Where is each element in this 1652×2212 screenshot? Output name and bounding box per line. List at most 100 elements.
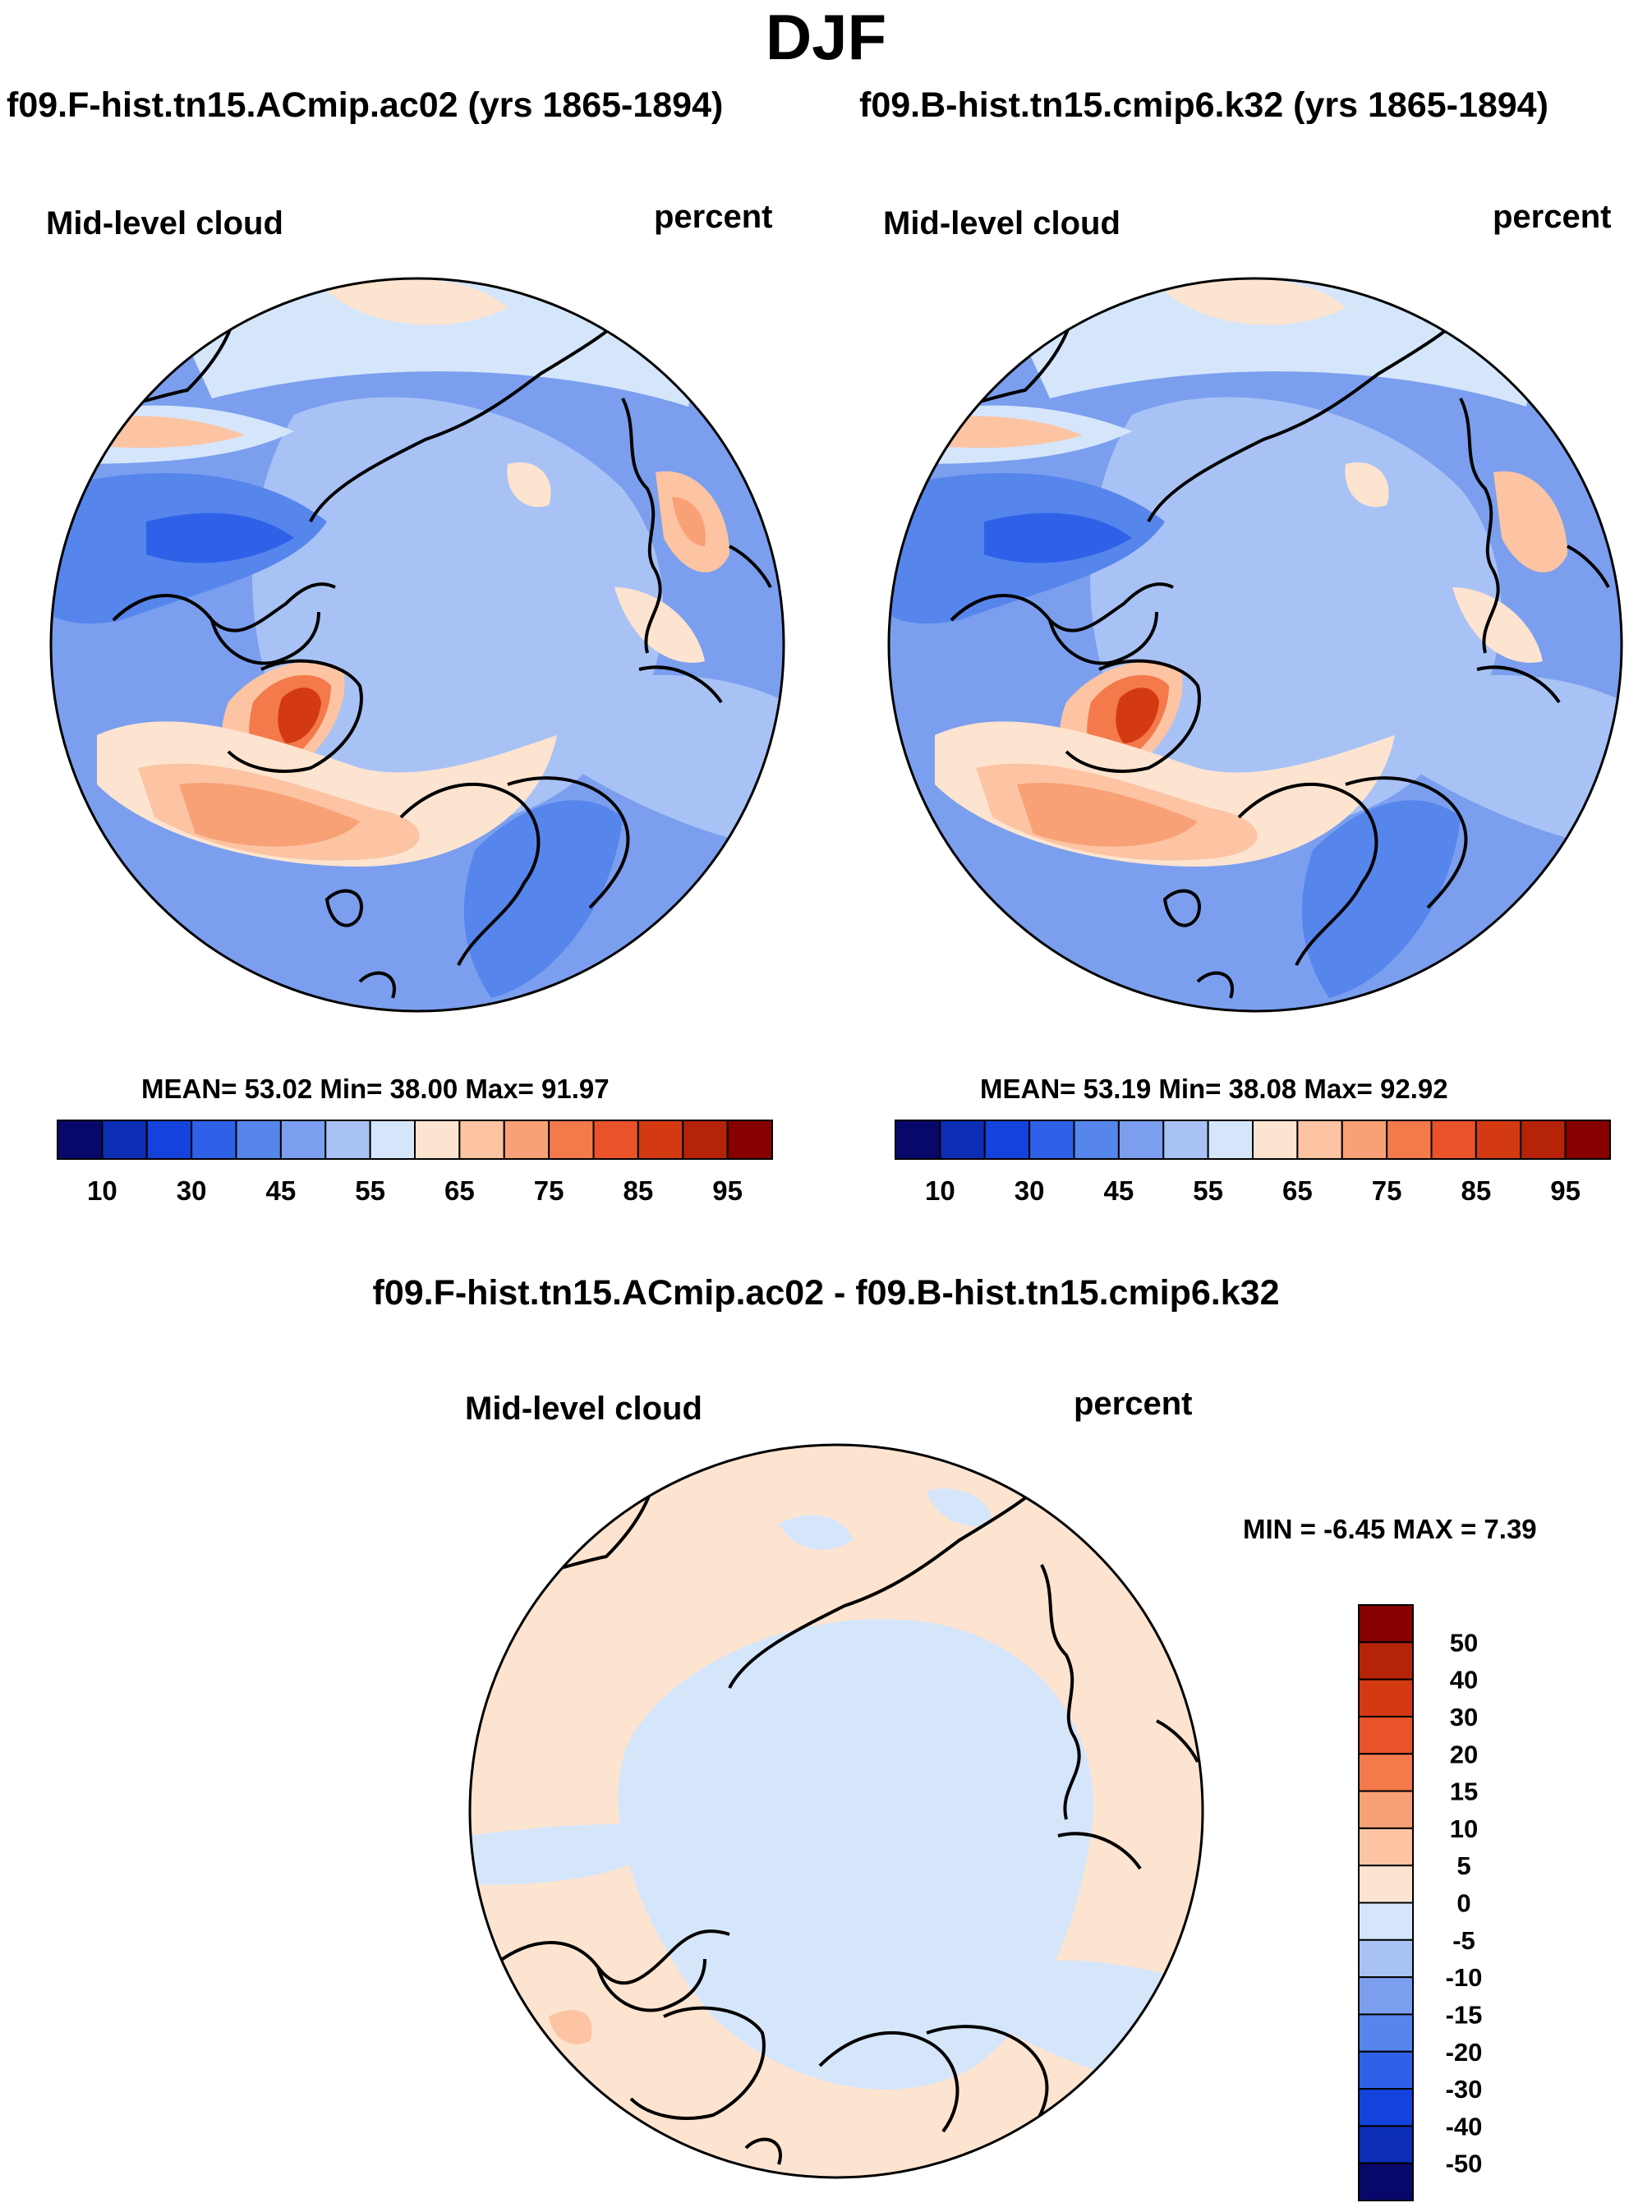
colorbar-tick-label: -30 <box>1446 2075 1483 2104</box>
colorbar-box <box>1252 1120 1299 1160</box>
colorbar-tick-label: 55 <box>355 1175 385 1206</box>
colorbar-box <box>1520 1120 1567 1160</box>
colorbar-box <box>592 1120 639 1160</box>
colorbar-box <box>1296 1120 1343 1160</box>
colorbar-tick-label: -50 <box>1446 2150 1483 2178</box>
colorbar-box <box>1358 1865 1414 1904</box>
colorbar-box <box>1564 1120 1611 1160</box>
colorbar-box <box>1117 1120 1165 1160</box>
colorbar-tick-label: 30 <box>1015 1175 1045 1206</box>
colorbar-box <box>1358 1938 1414 1979</box>
colorbar-box <box>1358 2125 1414 2164</box>
left-colorbar: 10 30 45 55 65 75 85 95 <box>57 1120 773 1206</box>
left-map <box>49 277 785 1013</box>
colorbar-box <box>1358 1753 1414 1792</box>
colorbar-tick-label: 65 <box>1282 1175 1313 1206</box>
colorbar-tick-label: 55 <box>1193 1175 1223 1206</box>
right-case-title: f09.B-hist.tn15.cmip6.k32 (yrs 1865-1894… <box>859 85 1548 125</box>
colorbar-box <box>1358 2162 1414 2201</box>
colorbar-box <box>57 1120 104 1160</box>
right-variable-label: Mid-level cloud <box>883 205 1121 241</box>
colorbar-box <box>983 1120 1031 1160</box>
colorbar-box <box>1358 2088 1414 2127</box>
colorbar-box <box>1162 1120 1209 1160</box>
colorbar-box <box>1386 1120 1433 1160</box>
main-title: DJF <box>765 1 887 73</box>
colorbar-tick-label: 30 <box>1450 1703 1478 1731</box>
colorbar-tick-label: 10 <box>1450 1814 1478 1843</box>
difference-map-border <box>468 1443 1204 2179</box>
right-stats: MEAN= 53.19 Min= 38.08 Max= 92.92 <box>980 1074 1448 1104</box>
colorbar-box <box>548 1120 595 1160</box>
colorbar-tick-label: 75 <box>534 1175 564 1206</box>
colorbar-box <box>1358 1678 1414 1718</box>
colorbar-box <box>1073 1120 1120 1160</box>
colorbar-box <box>235 1120 282 1160</box>
colorbar-box <box>1358 1641 1414 1681</box>
colorbar-box <box>1430 1120 1477 1160</box>
colorbar-box <box>637 1120 684 1160</box>
colorbar-tick-label: 95 <box>712 1175 743 1206</box>
colorbar-box <box>414 1120 461 1160</box>
colorbar-tick-label: 5 <box>1456 1851 1470 1880</box>
left-map-border <box>49 277 785 1013</box>
colorbar-box <box>682 1120 729 1160</box>
colorbar-box <box>1341 1120 1388 1160</box>
colorbar-tick-label: 65 <box>444 1175 475 1206</box>
colorbar-tick-label: 45 <box>266 1175 297 1206</box>
colorbar-tick-label: 75 <box>1372 1175 1402 1206</box>
colorbar-tick-label: 40 <box>1450 1666 1478 1695</box>
colorbar-tick-label: -15 <box>1446 2000 1483 2029</box>
colorbar-tick-label: -10 <box>1446 1963 1483 1992</box>
colorbar-box <box>1358 1902 1414 1941</box>
colorbar-box <box>279 1120 327 1160</box>
colorbar-box <box>1358 2050 1414 2090</box>
left-variable-label: Mid-level cloud <box>46 205 283 241</box>
colorbar-tick-label: 0 <box>1456 1889 1470 1918</box>
colorbar-tick-label: -20 <box>1446 2038 1483 2067</box>
colorbar-box <box>939 1120 986 1160</box>
colorbar-tick-label: 50 <box>1450 1628 1478 1657</box>
difference-map <box>468 1443 1204 2179</box>
colorbar-box <box>1475 1120 1522 1160</box>
colorbar-box <box>1358 1715 1414 1755</box>
colorbar-box <box>726 1120 773 1160</box>
colorbar-tick-label: -40 <box>1446 2112 1483 2141</box>
right-map-border <box>887 277 1623 1013</box>
colorbar-box <box>145 1120 193 1160</box>
diff-minmax: MIN = -6.45 MAX = 7.39 <box>1243 1514 1537 1544</box>
left-units-label: percent <box>654 199 773 235</box>
colorbar-tick-label: 95 <box>1550 1175 1581 1206</box>
colorbar-box <box>1358 1827 1414 1867</box>
right-map <box>887 277 1623 1013</box>
colorbar-tick-label: 30 <box>177 1175 207 1206</box>
difference-title: f09.F-hist.tn15.ACmip.ac02 - f09.B-hist.… <box>372 1273 1280 1313</box>
colorbar-box <box>1028 1120 1075 1160</box>
colorbar-tick-label: 45 <box>1104 1175 1134 1206</box>
right-units-label: percent <box>1493 199 1612 235</box>
colorbar-tick-label: -5 <box>1452 1926 1475 1955</box>
colorbar-box <box>1358 1976 1414 2016</box>
colorbar-tick-label: 10 <box>87 1175 117 1206</box>
colorbar-box <box>1207 1120 1254 1160</box>
colorbar-box <box>324 1120 371 1160</box>
right-colorbar: 10 30 45 55 65 75 85 95 <box>895 1120 1611 1206</box>
colorbar-box <box>369 1120 416 1160</box>
colorbar-box <box>1358 1790 1414 1829</box>
colorbar-box <box>1358 1604 1414 1644</box>
colorbar-tick-label: 85 <box>1461 1175 1492 1206</box>
colorbar-tick-label: 15 <box>1450 1777 1478 1806</box>
colorbar-box <box>895 1120 941 1160</box>
colorbar-tick-label: 85 <box>624 1175 654 1206</box>
colorbar-box <box>458 1120 505 1160</box>
colorbar-box <box>191 1120 237 1160</box>
colorbar-tick-label: 20 <box>1450 1740 1478 1768</box>
diff-units-label: percent <box>1074 1386 1193 1422</box>
colorbar-box <box>1358 2013 1414 2053</box>
colorbar-box <box>503 1120 550 1160</box>
colorbar-tick-label: 10 <box>925 1175 955 1206</box>
left-case-title: f09.F-hist.tn15.ACmip.ac02 (yrs 1865-189… <box>7 85 724 125</box>
left-stats: MEAN= 53.02 Min= 38.00 Max= 91.97 <box>141 1074 610 1104</box>
diff-variable-label: Mid-level cloud <box>465 1391 702 1427</box>
